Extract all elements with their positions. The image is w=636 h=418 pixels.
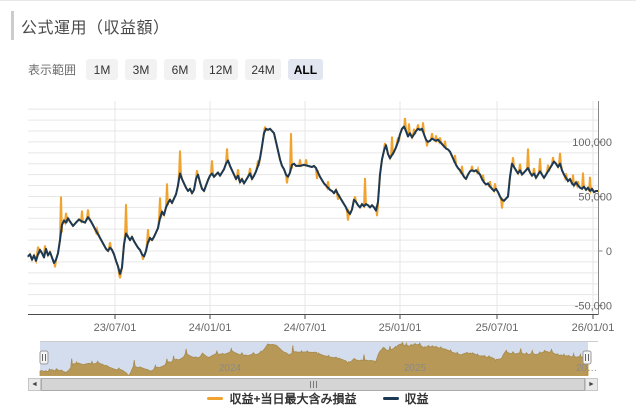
series-profit[interactable] xyxy=(27,125,598,275)
chart-legend: 収益+当日最大含み損益 収益 xyxy=(0,390,636,407)
range-button-1m[interactable]: 1M xyxy=(86,59,119,80)
navigator-year-label: 2025 xyxy=(404,363,427,374)
x-axis-label: 23/07/01 xyxy=(94,322,137,334)
range-button-12m[interactable]: 12M xyxy=(203,59,239,80)
scrollbar-right-arrow[interactable]: ► xyxy=(585,378,598,391)
legend-swatch-orange xyxy=(207,397,224,400)
y-axis-label: 50,000 xyxy=(578,191,612,203)
range-button-3m[interactable]: 3M xyxy=(125,59,158,80)
navigator-left-handle[interactable] xyxy=(39,350,49,365)
legend-item-max-drawdown[interactable]: 収益+当日最大含み損益 xyxy=(207,390,357,407)
y-axis-label: 0 xyxy=(606,246,612,258)
scrollbar-thumb[interactable] xyxy=(41,378,585,391)
navigator[interactable]: 2024 2025 20… xyxy=(39,341,598,377)
y-axis-label: 100,000 xyxy=(572,137,612,149)
x-axis-label: 25/07/01 xyxy=(476,322,519,334)
x-axis-label: 26/01/01 xyxy=(572,322,615,334)
navigator-area-series xyxy=(39,341,589,377)
range-button-24m[interactable]: 24M xyxy=(245,59,281,80)
range-button-6m[interactable]: 6M xyxy=(164,59,197,80)
y-axis-label: -50,000 xyxy=(575,301,612,313)
navigator-year-label: 2024 xyxy=(219,363,242,374)
x-axis-label: 24/07/01 xyxy=(284,322,327,334)
range-selector: 表示範囲 1M 3M 6M 12M 24M ALL xyxy=(28,59,324,80)
scrollbar-left-arrow[interactable]: ◄ xyxy=(28,378,41,391)
x-axis-label: 24/01/01 xyxy=(189,322,232,334)
gridlines xyxy=(28,101,599,315)
range-button-all[interactable]: ALL xyxy=(287,59,324,80)
range-selector-label: 表示範囲 xyxy=(28,63,77,77)
legend-label: 収益 xyxy=(404,392,429,406)
page-title: 公式運用（収益額） xyxy=(21,20,170,37)
x-axis-label: 25/01/01 xyxy=(379,322,422,334)
scrollbar-grip-line xyxy=(315,381,317,388)
legend-swatch-navy xyxy=(382,397,399,400)
title-accent-bar xyxy=(11,11,14,40)
scrollbar-grip-line xyxy=(309,381,311,388)
legend-label: 収益+当日最大含み損益 xyxy=(229,392,357,406)
navigator-mask xyxy=(40,341,588,376)
legend-item-profit[interactable]: 収益 xyxy=(382,390,429,407)
navigator-year-label: 20… xyxy=(576,363,597,374)
navigator-right-handle[interactable] xyxy=(582,350,592,365)
scrollbar-grip-line xyxy=(312,381,314,388)
axes: 23/07/01 24/01/01 24/07/01 25/01/01 25/07/01… xyxy=(28,101,614,334)
